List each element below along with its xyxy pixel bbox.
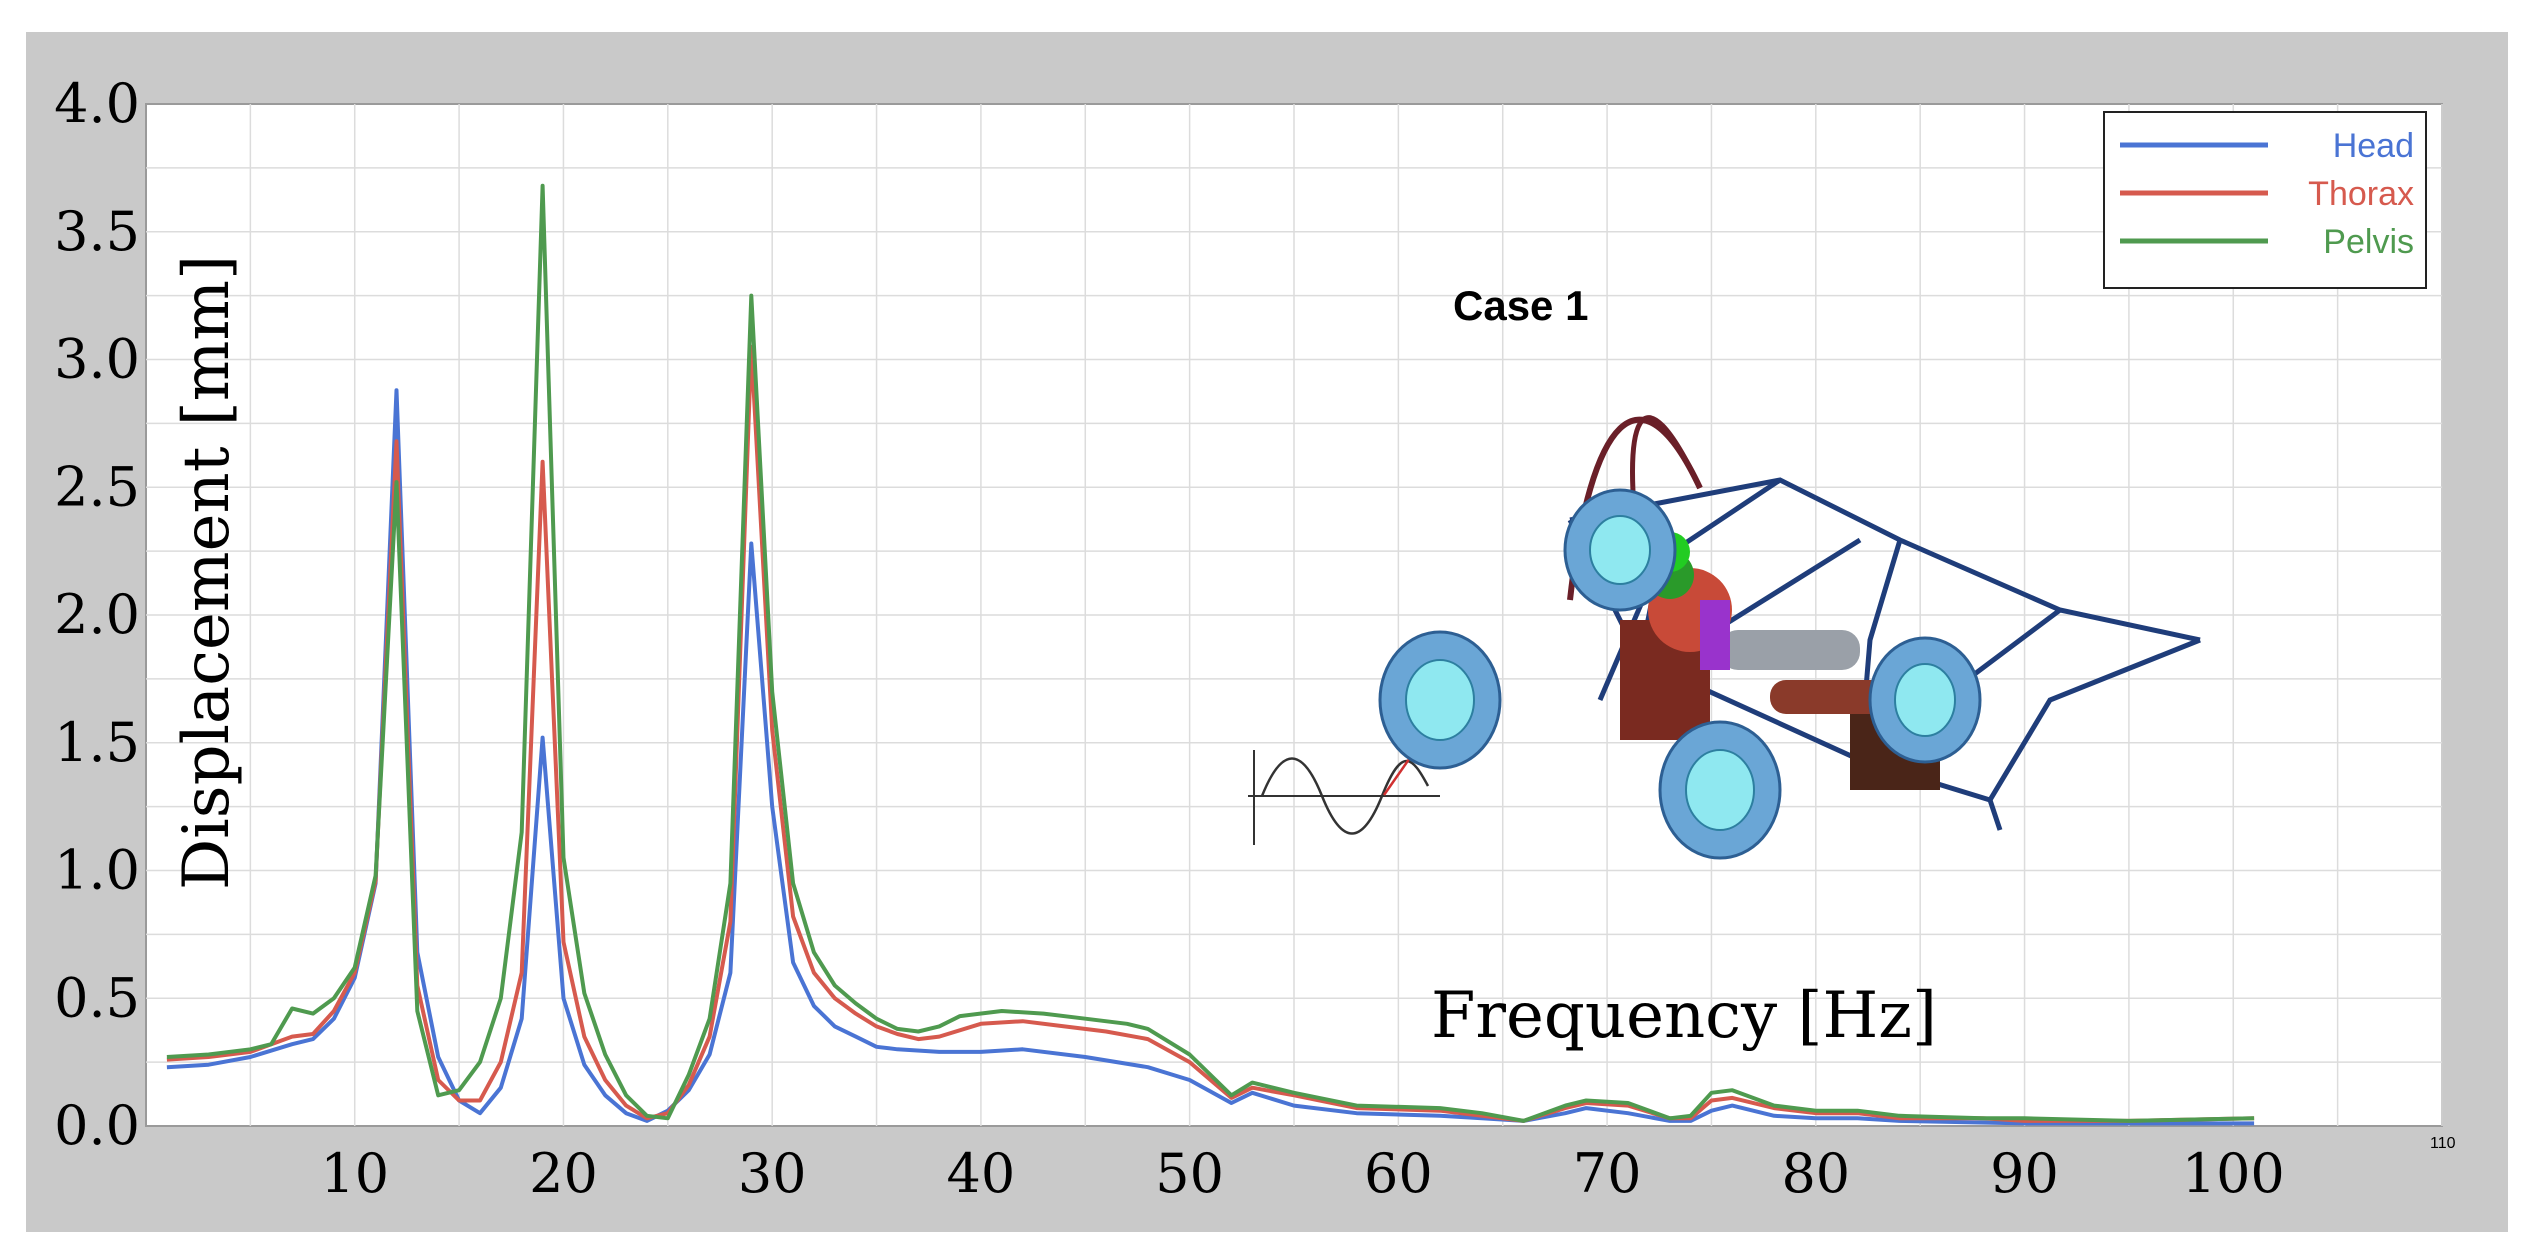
x-tick-label: 90	[1990, 1142, 2059, 1205]
grid-lines	[146, 104, 2443, 1126]
x-tick-label: 50	[1155, 1142, 1224, 1205]
y-tick-labels: 0.0 0.5 1.0 1.5 2.0 2.5 3.0 3.5 4.0	[54, 72, 140, 1157]
y-tick-label: 1.0	[54, 839, 140, 902]
legend: Head Thorax Pelvis	[2103, 111, 2427, 289]
y-tick-label: 0.0	[54, 1094, 140, 1157]
legend-label-pelvis: Pelvis	[2323, 223, 2414, 261]
legend-label-head: Head	[2333, 127, 2414, 165]
x-tick-label: 80	[1781, 1142, 1850, 1205]
y-tick-label: 4.0	[54, 72, 140, 135]
y-tick-label: 3.5	[54, 200, 140, 263]
x-tick-label: 10	[320, 1142, 389, 1205]
y-tick-label: 0.5	[54, 966, 140, 1029]
legend-label-thorax: Thorax	[2308, 175, 2414, 213]
x-tick-label: 100	[2182, 1142, 2285, 1205]
x-tick-label: 20	[529, 1142, 598, 1205]
y-tick-label: 2.5	[54, 455, 140, 518]
y-tick-label: 3.0	[54, 328, 140, 391]
legend-box	[2103, 111, 2427, 289]
x-tick-labels: 10 20 30 40 50 60 70 80 90 100	[320, 1142, 2284, 1205]
series-line-head	[166, 388, 2255, 1126]
vehicle-model-illustration	[1248, 415, 2201, 860]
x-tick-label: 40	[947, 1142, 1016, 1205]
x-edge-tick-label: 110	[2430, 1135, 2456, 1152]
y-tick-label: 1.5	[54, 711, 140, 774]
y-axis-label: Displacement [mm]	[170, 255, 244, 890]
x-tick-label: 70	[1573, 1142, 1642, 1205]
x-axis-label: Frequency [Hz]	[1431, 979, 1937, 1053]
case-annotation: Case 1	[1453, 282, 1588, 329]
x-tick-label: 60	[1364, 1142, 1433, 1205]
x-tick-label: 30	[738, 1142, 807, 1205]
series-line-pelvis	[166, 183, 2255, 1123]
series-lines	[166, 183, 2255, 1126]
y-tick-label: 2.0	[54, 583, 140, 646]
